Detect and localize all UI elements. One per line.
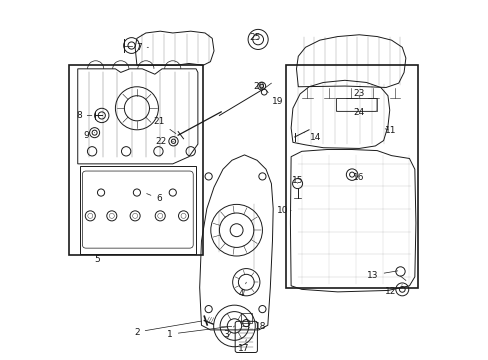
Text: 8: 8 (76, 111, 92, 120)
Text: 11: 11 (384, 126, 396, 135)
Text: 14: 14 (304, 133, 321, 142)
Text: 19: 19 (265, 90, 283, 106)
Bar (80, 166, 196, 253)
Text: 20: 20 (253, 82, 264, 91)
Text: 17: 17 (238, 339, 249, 353)
Text: 16: 16 (352, 173, 364, 182)
Text: 18: 18 (248, 322, 266, 331)
Bar (241, 313, 251, 323)
Text: 6: 6 (146, 194, 162, 203)
Text: 1: 1 (167, 326, 231, 339)
Text: 22: 22 (155, 137, 173, 146)
Text: 4: 4 (238, 282, 246, 298)
Text: 9: 9 (83, 131, 94, 140)
Text: 15: 15 (291, 176, 303, 185)
Text: 3: 3 (223, 326, 234, 339)
Text: 10: 10 (276, 206, 290, 215)
Text: 25: 25 (249, 33, 261, 42)
Bar (69, 65, 203, 255)
Text: 21: 21 (153, 117, 176, 134)
Bar (335, 98, 376, 111)
Text: 7: 7 (136, 43, 148, 52)
Text: 24: 24 (353, 108, 364, 117)
Text: 12: 12 (385, 285, 402, 296)
Text: 23: 23 (353, 89, 364, 98)
Text: 13: 13 (366, 270, 397, 279)
Bar (285, 65, 418, 288)
Text: 2: 2 (134, 321, 201, 337)
Text: 5: 5 (94, 255, 100, 264)
